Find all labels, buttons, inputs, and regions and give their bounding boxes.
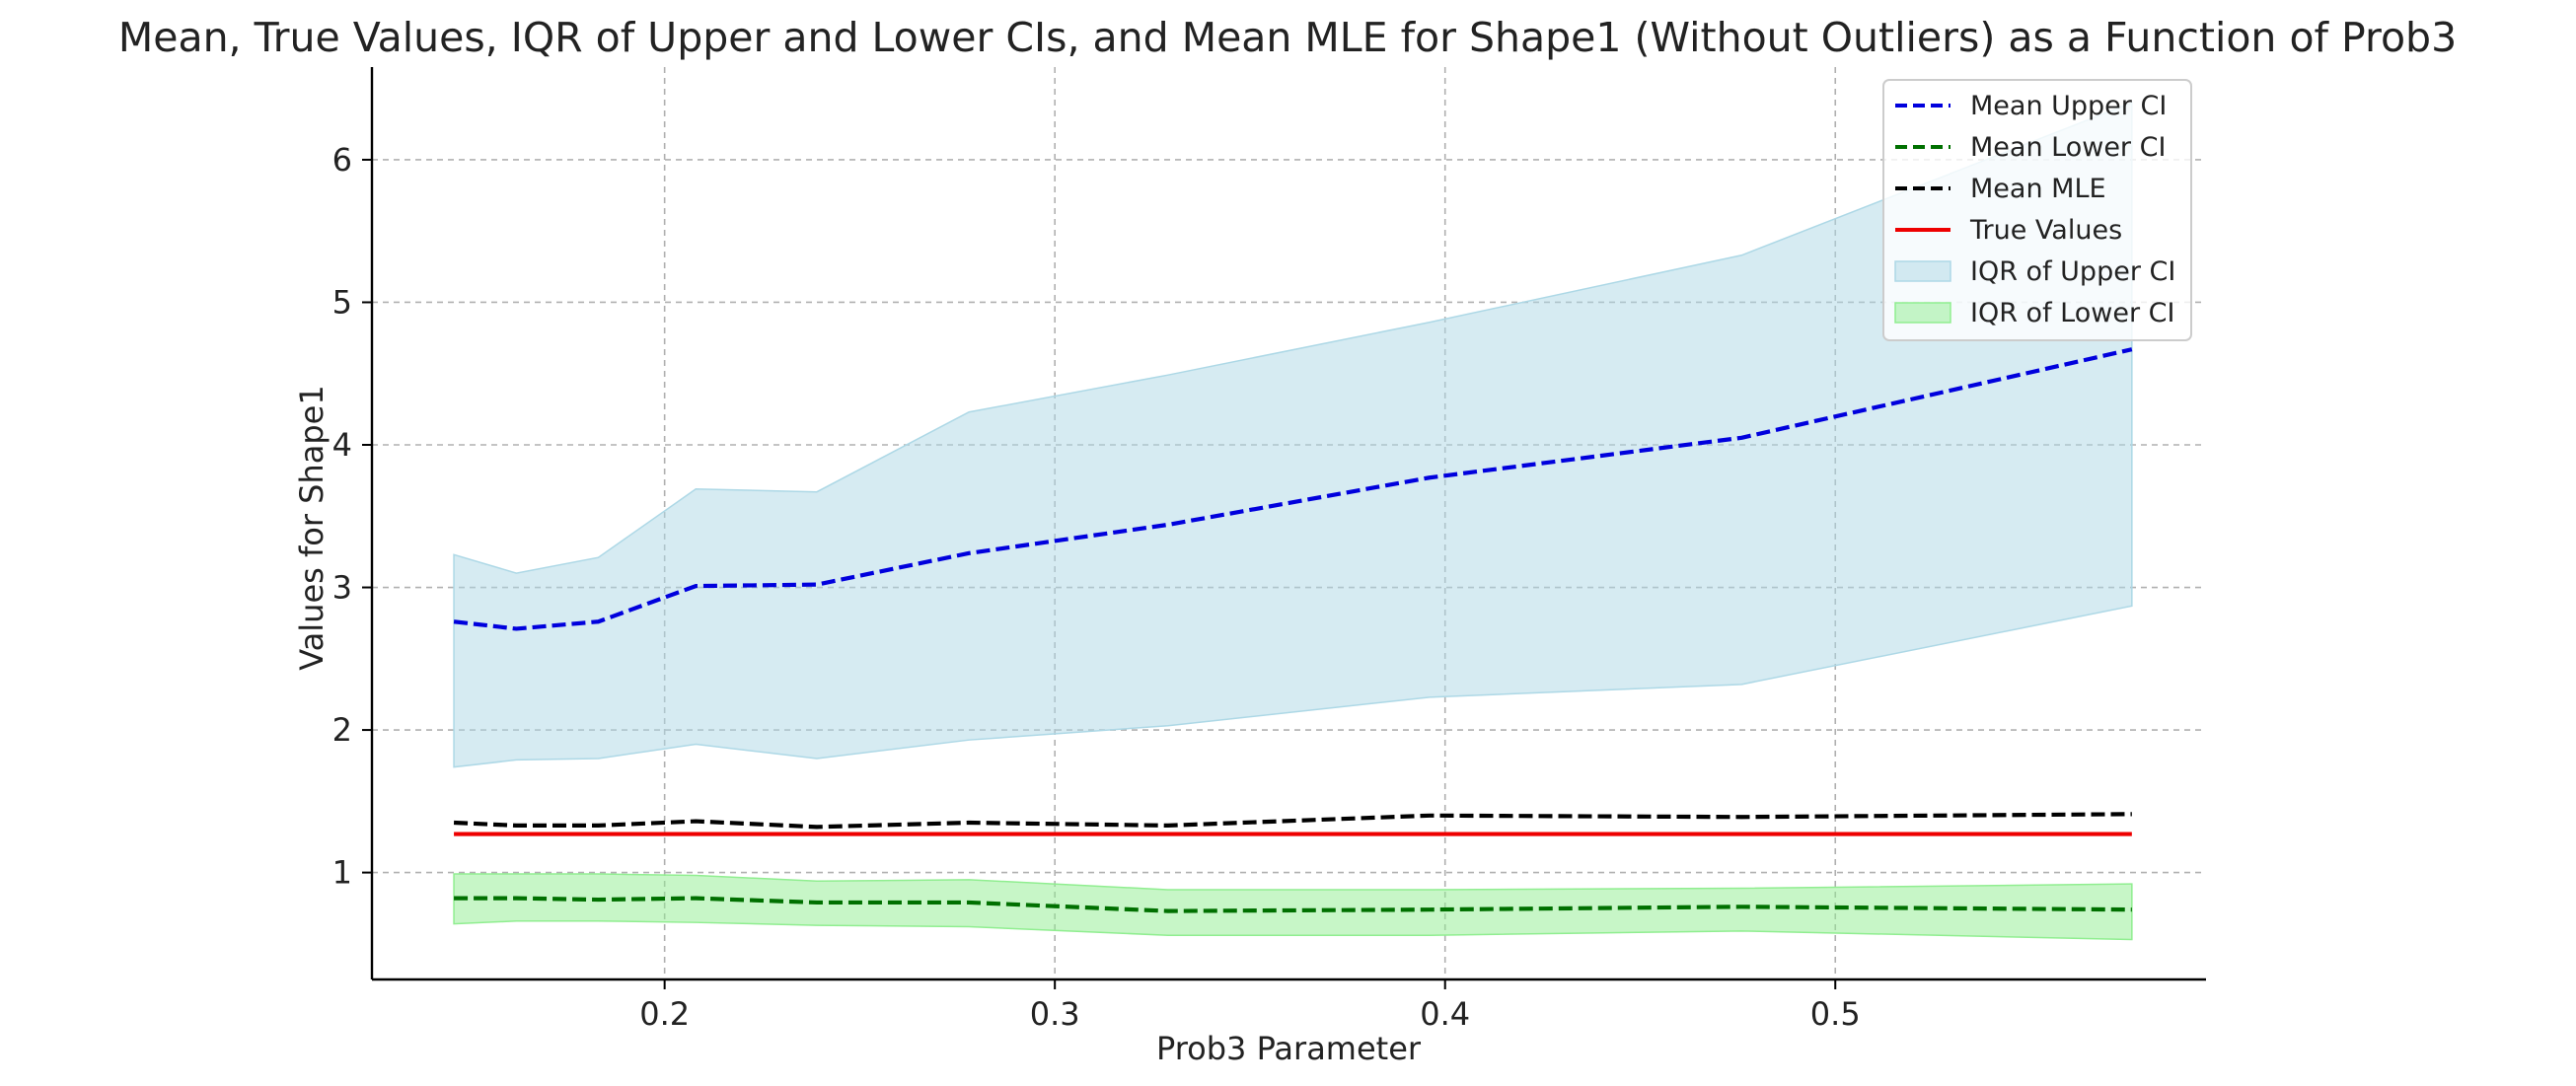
iqr-of-lower-ci-band	[453, 873, 2133, 941]
series-lines	[453, 347, 2133, 913]
legend-label-iqr-of-lower-ci: IQR of Lower CI	[1970, 298, 2174, 328]
x-tick-label: 0.2	[639, 995, 690, 1033]
axes: 0.2 0.3 0.4 0.5 1 2 3 4 5 6	[332, 67, 2206, 1033]
chart-title: Mean, True Values, IQR of Upper and Lowe…	[118, 14, 2457, 61]
y-axis-label: Values for Shape1	[293, 385, 331, 670]
x-tick-label: 0.5	[1810, 995, 1861, 1033]
mean-mle-line	[453, 812, 2132, 830]
legend-label-mean-upper-ci: Mean Upper CI	[1970, 91, 2167, 121]
legend-label-mean-lower-ci: Mean Lower CI	[1970, 132, 2166, 163]
x-tick-label: 0.4	[1420, 995, 1470, 1033]
y-tick-label: 1	[332, 854, 352, 892]
legend-swatch-iqr-of-lower-ci	[1894, 302, 1951, 324]
legend: Mean Upper CI Mean Lower CI Mean MLE True V…	[1882, 79, 2192, 341]
iqr-of-upper-ci-band	[453, 102, 2133, 768]
y-tick-label: 5	[332, 283, 352, 321]
legend-label-true-values: True Values	[1969, 215, 2122, 246]
y-tick-label: 6	[332, 141, 352, 179]
x-axis-label: Prob3 Parameter	[1156, 1030, 1422, 1067]
mean-lower-ci-line	[454, 896, 2132, 913]
legend-box	[1882, 79, 2192, 341]
y-tick-label: 3	[332, 569, 352, 607]
legend-label-mean-mle: Mean MLE	[1970, 174, 2106, 204]
y-tick-label: 4	[332, 426, 352, 464]
legend-swatch-iqr-of-upper-ci	[1894, 260, 1951, 282]
x-tick-label: 0.3	[1030, 995, 1080, 1033]
mean-upper-ci-line	[453, 347, 2133, 631]
legend-label-iqr-of-upper-ci: IQR of Upper CI	[1970, 256, 2175, 287]
y-tick-label: 2	[332, 711, 352, 749]
iqr-bands	[453, 102, 2133, 941]
